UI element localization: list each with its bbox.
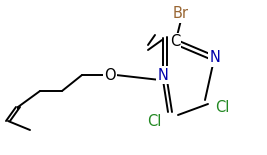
Text: N: N [210, 51, 221, 66]
Text: O: O [104, 67, 116, 82]
Text: Cl: Cl [147, 115, 161, 129]
Text: Br: Br [173, 7, 189, 22]
Text: C: C [170, 35, 180, 49]
Text: N: N [158, 67, 168, 82]
Text: Cl: Cl [215, 100, 229, 115]
